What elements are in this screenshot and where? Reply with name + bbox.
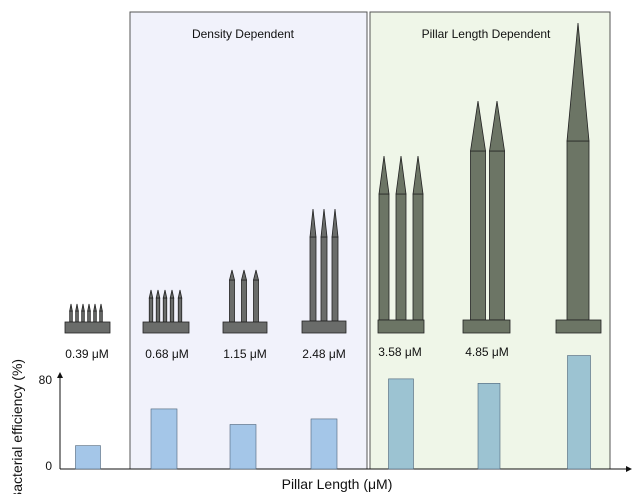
pillar-shaft-0-3 <box>87 310 91 323</box>
pillar-tip-4-1 <box>395 155 407 195</box>
region-label-pillar-length: Pillar Length Dependent <box>422 27 551 41</box>
bar-3 <box>310 418 338 470</box>
pillar-shaft-4-2 <box>412 193 424 321</box>
pillar-shaft-5-0 <box>470 150 486 321</box>
pillar-group-2 <box>222 269 268 334</box>
category-label-4: 3.58 μM <box>378 345 422 359</box>
pillar-shaft-1-3 <box>169 297 175 323</box>
pillar-base-3 <box>301 320 347 334</box>
pillar-tip-3-0 <box>309 208 317 238</box>
pillar-group-1 <box>142 289 190 334</box>
pillar-tip-3-1 <box>320 208 328 238</box>
category-labels: 0.39 μM 0.68 μM 1.15 μM 2.48 μM 3.58 μM … <box>65 345 509 361</box>
pillar-tip-0-2 <box>81 303 85 312</box>
bar-0 <box>75 445 101 470</box>
region-density-dependent <box>129 11 368 470</box>
y-axis-arrow <box>57 372 63 378</box>
pillar-base-1 <box>142 321 190 334</box>
bar-6 <box>567 355 591 470</box>
bar-2 <box>229 424 257 470</box>
pillar-base-4 <box>377 319 425 334</box>
pillar-shaft-3-1 <box>320 236 328 322</box>
pillar-tip-0-5 <box>99 303 103 312</box>
bar-5 <box>477 383 501 470</box>
pillar-illustrations <box>64 22 602 334</box>
pillar-tip-1-1 <box>155 289 161 299</box>
pillar-tip-2-2 <box>252 269 260 281</box>
pillar-shaft-3-2 <box>331 236 339 322</box>
pillar-shaft-2-2 <box>253 279 259 323</box>
pillar-tip-4-0 <box>378 155 390 195</box>
pillar-shaft-4-0 <box>378 193 390 321</box>
bar-1 <box>150 408 178 470</box>
pillar-tip-2-0 <box>228 269 236 281</box>
category-label-0: 0.39 μM <box>65 347 109 361</box>
pillar-tip-4-2 <box>412 155 424 195</box>
pillar-shaft-3-0 <box>309 236 317 322</box>
pillar-tip-0-4 <box>93 303 97 312</box>
pillar-shaft-4-1 <box>395 193 407 321</box>
bar-4 <box>388 378 414 470</box>
pillar-shaft-0-0 <box>69 310 73 323</box>
pillar-shaft-2-0 <box>229 279 235 323</box>
pillar-shaft-1-4 <box>177 297 183 323</box>
pillar-base-6 <box>555 319 602 334</box>
pillar-tip-1-4 <box>177 289 183 299</box>
x-axis-label: Pillar Length (μM) <box>282 476 393 492</box>
pillar-tip-1-0 <box>148 289 154 299</box>
pillar-tip-0-3 <box>87 303 91 312</box>
category-label-3: 2.48 μM <box>302 347 346 361</box>
region-label-density: Density Dependent <box>192 27 295 41</box>
pillar-group-5 <box>462 100 511 334</box>
pillar-group-4 <box>377 155 425 334</box>
y-axis-label: Bacterial efficiency (%) <box>9 359 25 494</box>
category-label-1: 0.68 μM <box>145 347 189 361</box>
pillar-group-0 <box>64 303 111 334</box>
pillar-shaft-2-1 <box>241 279 247 323</box>
pillar-tip-1-2 <box>162 289 168 299</box>
pillar-shaft-1-0 <box>148 297 154 323</box>
y-tick-label-80: 80 <box>39 373 53 387</box>
pillar-base-2 <box>222 321 268 334</box>
pillar-base-0 <box>64 321 111 334</box>
y-tick-label-0: 0 <box>45 459 52 473</box>
pillar-shaft-0-1 <box>75 310 79 323</box>
pillar-tip-0-0 <box>69 303 73 312</box>
pillar-base-5 <box>462 319 511 334</box>
bar-series <box>75 355 591 470</box>
pillar-tip-3-2 <box>331 208 339 238</box>
pillar-group-3 <box>301 208 347 334</box>
pillar-tip-2-1 <box>240 269 248 281</box>
category-label-2: 1.15 μM <box>223 347 267 361</box>
pillar-shaft-0-5 <box>99 310 103 323</box>
pillar-group-6 <box>555 22 602 334</box>
pillar-tip-0-1 <box>75 303 79 312</box>
pillar-shaft-0-2 <box>81 310 85 323</box>
pillar-tip-5-1 <box>489 100 505 152</box>
category-label-5: 4.85 μM <box>465 345 509 359</box>
pillar-shaft-5-1 <box>489 150 505 321</box>
pillar-tip-6-0 <box>566 22 590 142</box>
x-axis-arrow <box>626 466 632 472</box>
pillar-tip-1-3 <box>169 289 175 299</box>
pillar-tip-5-0 <box>470 100 486 152</box>
pillar-shaft-1-2 <box>162 297 168 323</box>
pillar-shaft-1-1 <box>155 297 161 323</box>
pillar-shaft-0-4 <box>93 310 97 323</box>
pillar-shaft-6-0 <box>566 140 590 321</box>
